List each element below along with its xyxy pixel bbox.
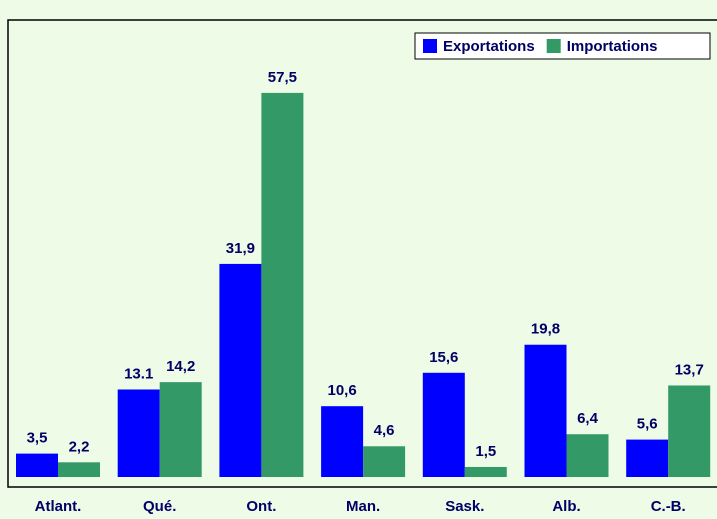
data-label: 1,5 (475, 443, 496, 460)
data-label: 13,7 (675, 361, 704, 378)
data-label: 13.1 (124, 365, 153, 382)
bar (668, 385, 711, 477)
x-tick-label: Man. (346, 498, 380, 515)
bar (566, 434, 609, 477)
data-label: 10,6 (327, 382, 356, 399)
bar (464, 466, 507, 477)
data-label: 2,2 (69, 438, 90, 455)
x-tick-label: Alb. (552, 498, 580, 515)
data-label: 5,6 (637, 416, 658, 433)
x-tick-label: Qué. (143, 498, 176, 515)
data-label: 57,5 (268, 69, 297, 86)
bar (261, 92, 304, 478)
legend-label: Importations (567, 38, 658, 55)
bar (321, 406, 364, 477)
data-label: 3,5 (27, 430, 48, 447)
bar (626, 439, 669, 477)
bar (117, 389, 160, 477)
bar (219, 263, 262, 477)
legend-swatch (546, 39, 561, 53)
legend-box (414, 32, 711, 60)
x-tick-label: Ont. (246, 498, 276, 515)
bar (16, 453, 58, 477)
bar (159, 382, 202, 477)
bar (422, 372, 465, 477)
legend-swatch (423, 39, 437, 53)
bar (524, 344, 567, 477)
data-label: 6,4 (577, 410, 599, 427)
data-label: 15,6 (429, 349, 458, 366)
legend-label: Exportations (443, 38, 535, 55)
bar (363, 446, 406, 477)
x-tick-label: Sask. (445, 498, 484, 515)
data-label: 19,8 (531, 321, 560, 338)
x-tick-label: C.-B. (651, 498, 686, 515)
data-label: 14,2 (166, 358, 195, 375)
x-tick-label: Atlant. (35, 498, 82, 515)
data-label: 31,9 (226, 240, 255, 257)
data-label: 4,6 (374, 422, 395, 439)
bar (58, 462, 100, 477)
